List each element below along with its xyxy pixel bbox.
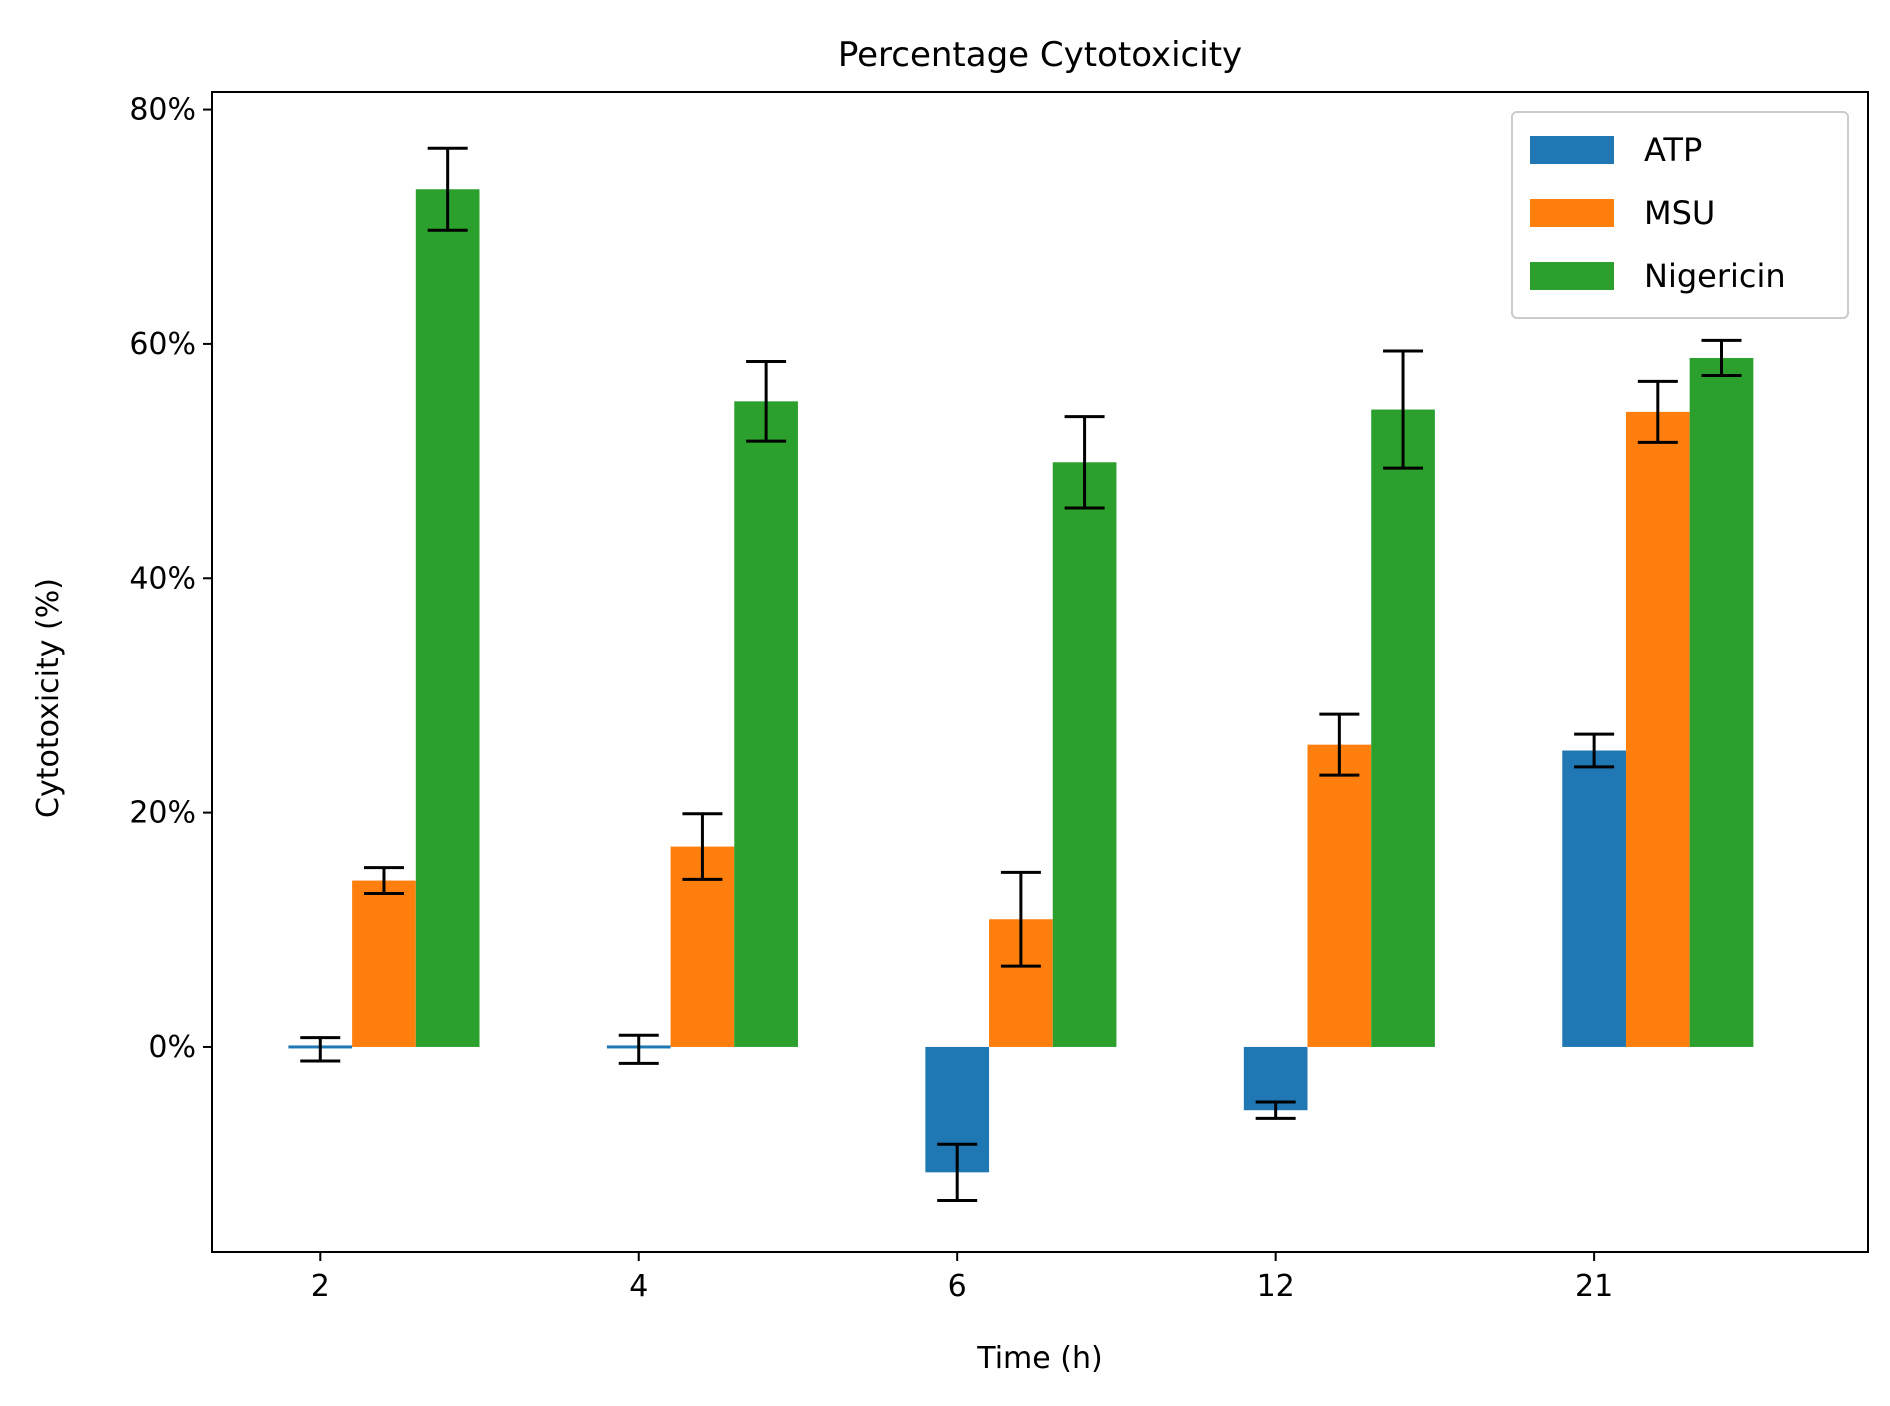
bar-atp-12 <box>1243 1046 1308 1111</box>
error-bar-msu-2 <box>363 866 404 895</box>
error-bar-msu-21 <box>1637 379 1678 444</box>
bar-nigericin-2 <box>415 189 480 1047</box>
legend-label-nigericin: Nigericin <box>1644 257 1786 295</box>
x-tick-label: 12 <box>1257 1269 1295 1304</box>
bar-nigericin-4 <box>734 401 798 1047</box>
plot-area: 0% 20% 40% 60% 80% 2 4 6 12 21 <box>129 91 1869 1304</box>
legend-swatch-nigericin <box>1530 262 1614 290</box>
legend-label-atp: ATP <box>1644 131 1702 169</box>
error-bar-atp-4 <box>618 1033 659 1065</box>
bar-msu-2 <box>352 880 416 1047</box>
legend-label-msu: MSU <box>1644 194 1715 232</box>
error-bar-nigericin-2 <box>427 146 468 232</box>
y-tick-label: 60% <box>129 327 196 362</box>
y-tick-label: 80% <box>129 93 196 128</box>
error-bar-msu-12 <box>1319 712 1360 777</box>
y-tick-label: 20% <box>129 796 196 831</box>
y-tick-label: 40% <box>129 561 196 596</box>
bar-nigericin-21 <box>1689 357 1754 1047</box>
error-bar-msu-6 <box>1000 870 1041 968</box>
error-bar-nigericin-12 <box>1383 349 1424 470</box>
error-bar-atp-2 <box>300 1036 341 1063</box>
x-tick-label: 4 <box>629 1269 648 1304</box>
bar-msu-21 <box>1625 411 1690 1047</box>
x-axis-label: Time (h) <box>976 1341 1102 1376</box>
bar-nigericin-6 <box>1052 462 1117 1047</box>
error-bar-nigericin-6 <box>1064 415 1105 510</box>
error-bar-atp-12 <box>1255 1100 1296 1120</box>
error-bar-msu-4 <box>682 812 723 881</box>
bar-nigericin-12 <box>1371 409 1435 1047</box>
bar-msu-12 <box>1307 744 1372 1047</box>
error-bar-nigericin-21 <box>1701 338 1742 378</box>
bar-atp-21 <box>1562 750 1626 1047</box>
legend: ATP MSU Nigericin <box>1511 111 1849 319</box>
x-tick-label: 21 <box>1575 1269 1613 1304</box>
y-axis-label: Cytotoxicity (%) <box>31 578 66 818</box>
x-tick-label: 6 <box>948 1269 967 1304</box>
legend-swatch-atp <box>1530 136 1614 164</box>
x-tick-label: 2 <box>311 1269 330 1304</box>
error-bar-nigericin-4 <box>746 359 787 443</box>
plot-frame <box>211 91 1869 1253</box>
error-bar-atp-21 <box>1574 732 1615 769</box>
chart-title: Percentage Cytotoxicity <box>838 35 1242 75</box>
y-tick-label: 0% <box>148 1030 196 1065</box>
legend-swatch-msu <box>1530 199 1614 227</box>
error-bar-atp-6 <box>937 1142 978 1202</box>
